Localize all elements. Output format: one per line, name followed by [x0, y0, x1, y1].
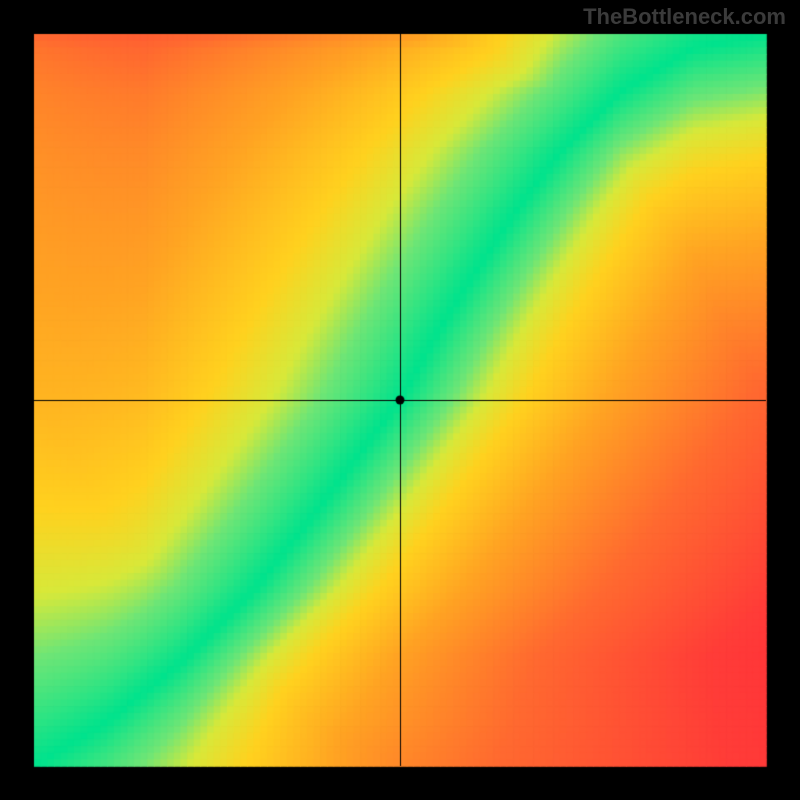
chart-container: TheBottleneck.com — [0, 0, 800, 800]
bottleneck-heatmap — [0, 0, 800, 800]
watermark-text: TheBottleneck.com — [583, 4, 786, 30]
